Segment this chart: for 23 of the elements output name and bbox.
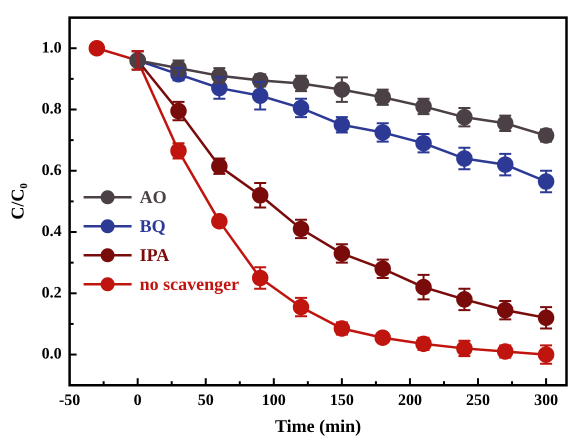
- x-tick-label: 150: [330, 392, 354, 409]
- y-tick-label: 0.8: [42, 100, 62, 118]
- point: [88, 40, 106, 56]
- y-tick-label: 1.0: [42, 39, 62, 56]
- legend-label: no scavenger: [140, 274, 240, 294]
- x-tick-label: 300: [534, 392, 558, 409]
- point: [374, 329, 391, 346]
- x-tick-label: 50: [198, 392, 214, 409]
- y-tick-label: 0.4: [42, 223, 62, 240]
- y-tick-label: 0.2: [42, 284, 62, 302]
- x-tick-label: 100: [262, 392, 286, 409]
- x-tick-label: 0: [134, 392, 142, 409]
- legend-label: IPA: [140, 244, 170, 265]
- x-axis-title: Time (min): [274, 416, 362, 436]
- x-tick-label: 200: [398, 392, 422, 409]
- y-tick-label: 0.0: [42, 346, 62, 363]
- x-tick-label: 250: [466, 392, 490, 409]
- legend-label: AO: [140, 186, 167, 207]
- y-axis-title: C/C₀: [7, 183, 28, 220]
- y-tick-label: 0.6: [42, 162, 62, 179]
- x-tick-label: -50: [58, 392, 80, 409]
- point: [211, 213, 228, 230]
- legend-label: BQ: [140, 216, 166, 236]
